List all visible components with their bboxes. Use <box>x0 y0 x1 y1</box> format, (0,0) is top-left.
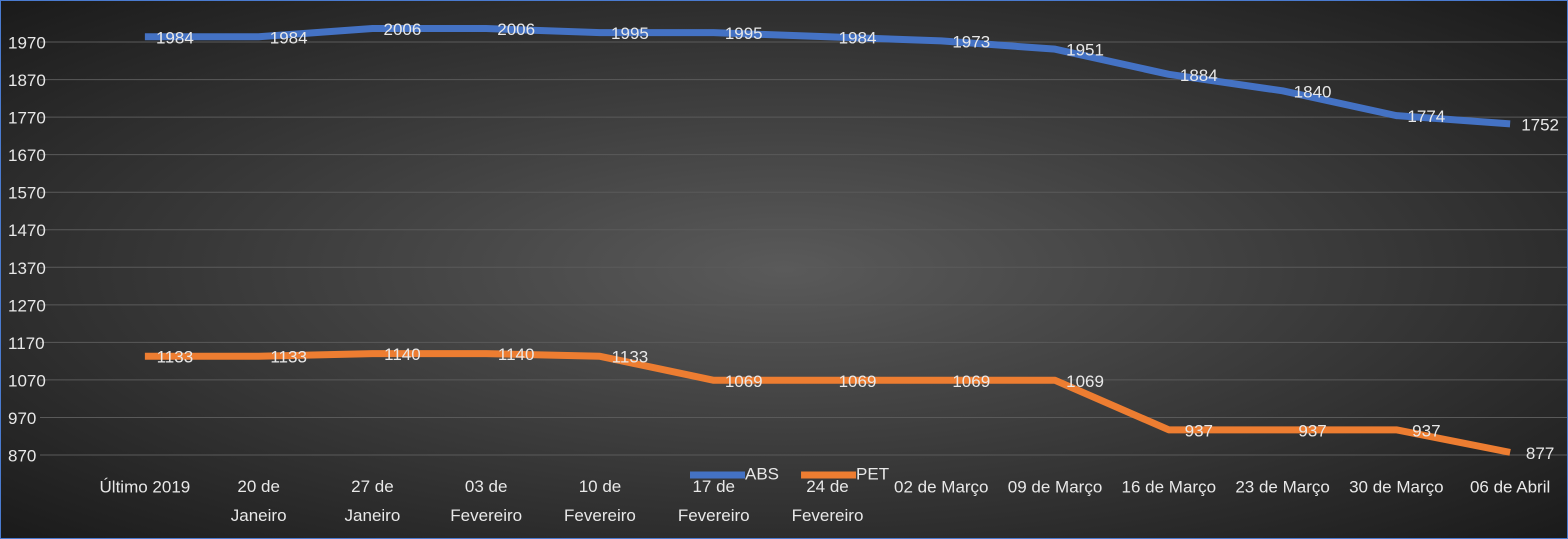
x-tick-label: 24 de Fevereiro <box>792 477 864 525</box>
x-tick-label: 16 de Março <box>1122 477 1217 496</box>
x-tick-label: 30 de Março <box>1349 477 1444 496</box>
y-tick-label: 1570 <box>8 184 46 203</box>
data-label: 937 <box>1412 421 1440 440</box>
x-tick-label: 17 de Fevereiro <box>678 477 750 525</box>
data-label: 1133 <box>270 348 307 367</box>
line <box>144 350 1511 456</box>
data-label: 1752 <box>1521 115 1559 134</box>
data-label: 1884 <box>1180 66 1218 85</box>
x-tick-label: 27 de Janeiro <box>345 477 401 525</box>
y-tick-label: 1970 <box>8 34 46 53</box>
x-tick-label: Último 2019 <box>100 477 191 496</box>
data-label: 1995 <box>725 24 763 43</box>
y-tick-label: 1270 <box>8 296 46 315</box>
y-tick-label: 1670 <box>8 146 46 165</box>
data-label: 1984 <box>839 28 877 47</box>
data-label: 1973 <box>952 32 990 51</box>
y-tick-label: 870 <box>8 446 36 465</box>
x-tick-label: 02 de Março <box>894 477 989 496</box>
data-label: 2006 <box>384 20 422 39</box>
x-tick-label: 06 de Abril <box>1470 477 1550 496</box>
data-label: 937 <box>1298 421 1326 440</box>
x-tick-label: 03 de Fevereiro <box>450 477 522 525</box>
data-label: 1133 <box>157 348 194 367</box>
x-tick-label: 10 de Fevereiro <box>564 477 636 525</box>
data-label: 1774 <box>1407 107 1445 126</box>
data-label: 937 <box>1185 421 1213 440</box>
y-tick-label: 1870 <box>8 71 46 90</box>
data-label: 1069 <box>1066 372 1104 391</box>
x-tick-label: 20 de Janeiro <box>231 477 287 525</box>
legend-label: ABS <box>745 464 779 483</box>
data-label: 1069 <box>839 372 877 391</box>
data-label: 1140 <box>384 345 421 364</box>
data-label: 1984 <box>156 28 194 47</box>
y-tick-label: 1070 <box>8 371 46 390</box>
y-tick-label: 1170 <box>8 334 45 353</box>
x-tick-label: 23 de Março <box>1235 477 1330 496</box>
x-tick-label: 09 de Março <box>1008 477 1103 496</box>
data-label: 1069 <box>725 372 763 391</box>
y-tick-label: 1770 <box>8 109 46 128</box>
y-tick-label: 970 <box>8 409 36 428</box>
y-tick-label: 1370 <box>8 259 46 278</box>
data-label: 1069 <box>952 372 990 391</box>
data-label: 1140 <box>498 345 535 364</box>
data-label: 2006 <box>497 20 535 39</box>
data-label: 1995 <box>611 24 649 43</box>
line <box>144 25 1511 128</box>
data-label: 1133 <box>612 348 649 367</box>
data-label: 1840 <box>1294 82 1332 101</box>
data-label: 1951 <box>1066 41 1104 60</box>
legend-label: PET <box>856 464 889 483</box>
data-label: 877 <box>1526 444 1554 463</box>
y-tick-label: 1470 <box>8 221 46 240</box>
data-label: 1984 <box>270 28 308 47</box>
